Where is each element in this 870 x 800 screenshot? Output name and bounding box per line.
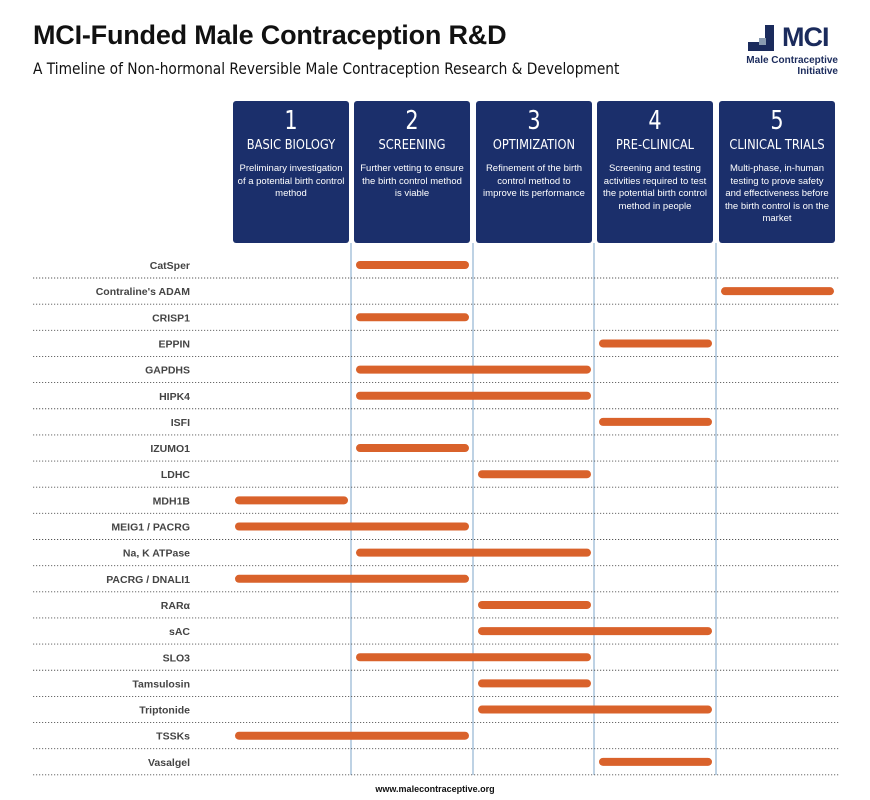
row-label: LDHC xyxy=(161,469,191,481)
row-label: CRISP1 xyxy=(152,312,190,324)
stage-card-optimization: 3 OPTIMIZATION Refinement of the birth c… xyxy=(476,101,592,243)
row-label: Na, K ATPase xyxy=(123,548,190,560)
logo-tagline-line2: Initiative xyxy=(797,66,838,77)
stage-number: 4 xyxy=(648,106,662,136)
row-label: RARα xyxy=(161,600,191,612)
stage-card-pre-clinical: 4 PRE-CLINICAL Screening and testing act… xyxy=(597,101,713,243)
stage-description: Screening and testing activities require… xyxy=(602,163,708,212)
row-label: ISFI xyxy=(171,417,190,429)
row-label: PACRG / DNALI1 xyxy=(106,574,190,586)
chart-title: MCI-Funded Male Contraception R&D xyxy=(33,20,507,50)
row-label: IZUMO1 xyxy=(150,443,190,455)
stage-name: OPTIMIZATION xyxy=(492,138,576,153)
row-label: Vasalgel xyxy=(148,757,190,769)
logo-tagline-line1: Male Contraceptive xyxy=(746,55,838,66)
stage-number: 2 xyxy=(405,106,419,136)
stage-card-basic-biology: 1 BASIC BIOLOGY Preliminary investigatio… xyxy=(233,101,349,243)
stage-card-clinical-trials: 5 CLINICAL TRIALS Multi-phase, in-human … xyxy=(719,101,835,243)
stage-name: PRE-CLINICAL xyxy=(615,138,695,153)
footer-url: www.malecontraceptive.org xyxy=(375,784,495,794)
stage-card-screening: 2 SCREENING Further vetting to ensure th… xyxy=(354,101,470,243)
mci-logo: MCI Male Contraceptive Initiative xyxy=(746,22,838,77)
logo-wordmark: MCI xyxy=(782,22,829,52)
stage-name: BASIC BIOLOGY xyxy=(246,138,336,153)
stage-name: SCREENING xyxy=(378,138,446,153)
stage-number: 3 xyxy=(527,106,541,136)
stage-number: 1 xyxy=(284,106,298,136)
row-label: Tamsulosin xyxy=(132,678,190,690)
row-label: EPPIN xyxy=(158,338,190,350)
row-label: sAC xyxy=(169,626,190,638)
stage-name: CLINICAL TRIALS xyxy=(729,138,825,153)
logo-tagline: Male Contraceptive Initiative xyxy=(728,55,838,77)
row-label: CatSper xyxy=(150,260,190,272)
row-label: HIPK4 xyxy=(159,391,190,403)
stage-description: Further vetting to ensure the birth cont… xyxy=(360,163,464,199)
row-label: MEIG1 / PACRG xyxy=(111,522,190,534)
row-label: MDH1B xyxy=(153,495,191,507)
stage-description: Refinement of the birth control method t… xyxy=(483,163,585,199)
row-label: Triptonide xyxy=(139,705,190,717)
row-label: Contraline's ADAM xyxy=(96,286,191,298)
row-label: TSSKs xyxy=(156,731,190,743)
chart-subtitle: A Timeline of Non-hormonal Reversible Ma… xyxy=(33,59,620,78)
mci-logo-icon xyxy=(748,25,774,51)
row-label: SLO3 xyxy=(163,652,191,664)
stage-description: Preliminary investigation of a potential… xyxy=(237,163,345,199)
stage-description: Multi-phase, in-human testing to prove s… xyxy=(724,163,830,224)
row-label: GAPDHS xyxy=(145,365,190,377)
stage-number: 5 xyxy=(770,106,784,136)
